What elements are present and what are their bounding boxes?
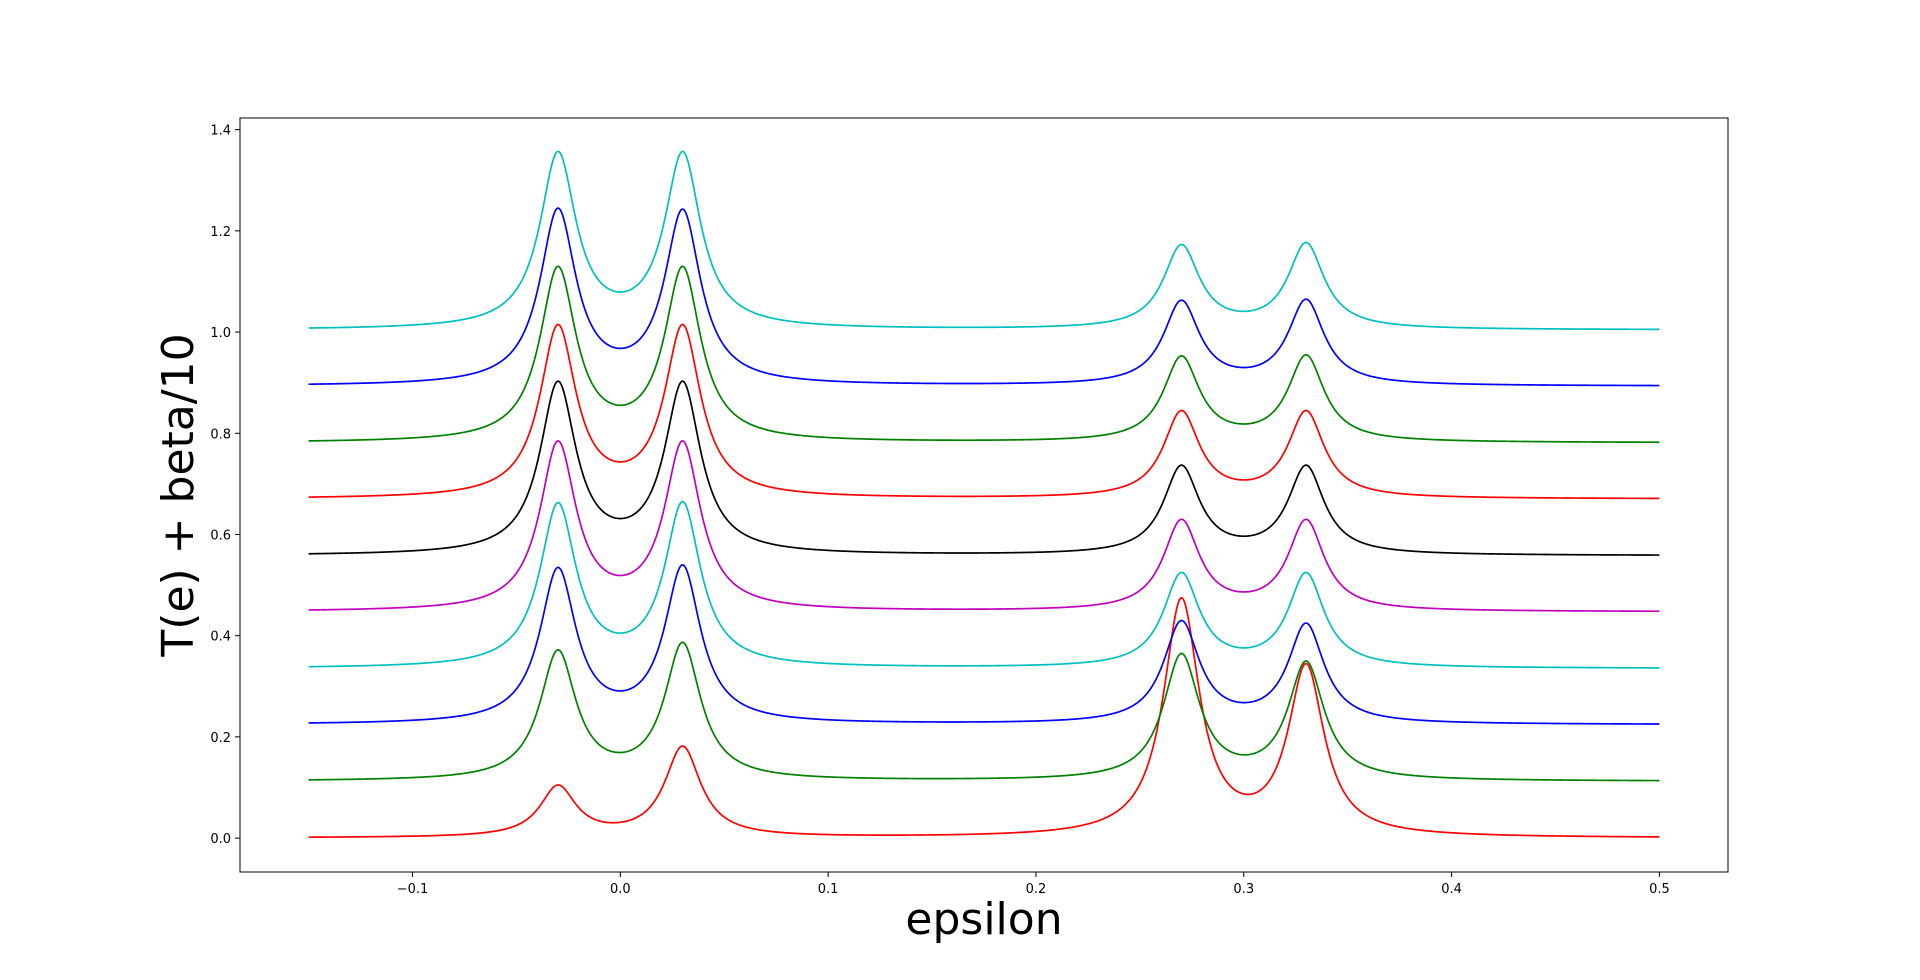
y-tick-label: 0.8	[210, 427, 231, 442]
y-tick-label: 1.2	[210, 225, 231, 240]
series-line-4	[308, 500, 1660, 669]
y-tick-label: 0.4	[210, 630, 231, 645]
x-tick-label: 0.2	[1026, 882, 1047, 897]
y-tick-label: 0.0	[210, 832, 231, 847]
series-line-8	[308, 265, 1660, 444]
x-tick-label: 0.4	[1441, 882, 1462, 897]
y-axis-ticks: 0.0 0.2 0.4 0.6 0.8 1.0 1.2 1.4	[210, 124, 240, 847]
series-group	[308, 150, 1660, 839]
x-tick-label: 0.5	[1649, 882, 1670, 897]
x-tick-label: 0.1	[818, 882, 839, 897]
plot-frame	[239, 117, 1729, 873]
series-line-3	[308, 563, 1660, 725]
series-line-1	[308, 596, 1660, 839]
x-axis-ticks: −0.1 0.0 0.1 0.2 0.3 0.4 0.5	[397, 872, 1670, 897]
x-axis-label: epsilon	[905, 894, 1062, 945]
y-tick-label: 0.2	[210, 731, 231, 746]
series-line-6	[308, 380, 1660, 556]
x-tick-label: 0.3	[1233, 882, 1254, 897]
x-tick-label: 0.0	[610, 882, 631, 897]
series-line-9	[308, 207, 1660, 387]
series-line-2	[308, 641, 1660, 782]
y-axis-label: T(e) + beta/10	[153, 333, 204, 657]
x-tick-label: −0.1	[397, 882, 429, 897]
series-line-10	[308, 150, 1660, 331]
y-tick-label: 1.0	[210, 326, 231, 341]
series-line-7	[308, 323, 1660, 500]
y-tick-label: 1.4	[210, 124, 231, 139]
y-tick-label: 0.6	[210, 528, 231, 543]
series-line-5	[308, 440, 1660, 613]
